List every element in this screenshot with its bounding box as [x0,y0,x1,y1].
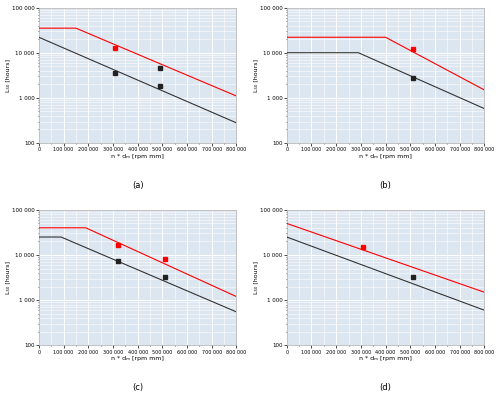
Text: (c): (c) [132,383,143,392]
Y-axis label: L₅₀ [hours]: L₅₀ [hours] [6,59,10,92]
X-axis label: n * dₘ [rpm mm]: n * dₘ [rpm mm] [359,154,412,159]
X-axis label: n * dₘ [rpm mm]: n * dₘ [rpm mm] [111,154,164,159]
Y-axis label: L₅₀ [hours]: L₅₀ [hours] [6,261,10,294]
Text: (a): (a) [132,181,143,190]
Y-axis label: L₅₀ [hours]: L₅₀ [hours] [254,59,258,92]
Text: (b): (b) [380,181,392,190]
Y-axis label: L₅₀ [hours]: L₅₀ [hours] [254,261,258,294]
Text: (d): (d) [380,383,392,392]
X-axis label: n * dₘ [rpm mm]: n * dₘ [rpm mm] [111,356,164,361]
X-axis label: n * dₘ [rpm mm]: n * dₘ [rpm mm] [359,356,412,361]
